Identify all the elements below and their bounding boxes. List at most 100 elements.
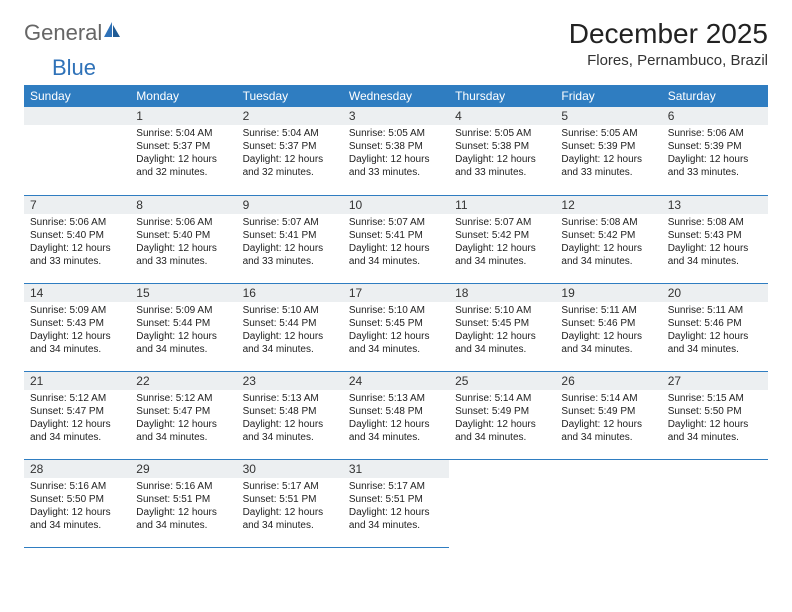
calendar-cell: 30Sunrise: 5:17 AMSunset: 5:51 PMDayligh…: [237, 459, 343, 547]
day-data: Sunrise: 5:05 AMSunset: 5:38 PMDaylight:…: [343, 125, 449, 183]
day-number: 30: [237, 460, 343, 478]
weekday-header: Thursday: [449, 85, 555, 107]
calendar-cell: 20Sunrise: 5:11 AMSunset: 5:46 PMDayligh…: [662, 283, 768, 371]
day-data: Sunrise: 5:06 AMSunset: 5:40 PMDaylight:…: [130, 214, 236, 272]
weekday-header: Friday: [555, 85, 661, 107]
calendar-cell: 28Sunrise: 5:16 AMSunset: 5:50 PMDayligh…: [24, 459, 130, 547]
day-data: Sunrise: 5:07 AMSunset: 5:42 PMDaylight:…: [449, 214, 555, 272]
calendar-cell: 7Sunrise: 5:06 AMSunset: 5:40 PMDaylight…: [24, 195, 130, 283]
day-data: Sunrise: 5:11 AMSunset: 5:46 PMDaylight:…: [555, 302, 661, 360]
day-number: 6: [662, 107, 768, 125]
day-data: Sunrise: 5:10 AMSunset: 5:45 PMDaylight:…: [449, 302, 555, 360]
day-number: 25: [449, 372, 555, 390]
day-data: Sunrise: 5:16 AMSunset: 5:51 PMDaylight:…: [130, 478, 236, 536]
calendar-cell: [662, 459, 768, 547]
calendar-cell: 6Sunrise: 5:06 AMSunset: 5:39 PMDaylight…: [662, 107, 768, 195]
day-number: 22: [130, 372, 236, 390]
weekday-header: Sunday: [24, 85, 130, 107]
day-data: Sunrise: 5:17 AMSunset: 5:51 PMDaylight:…: [237, 478, 343, 536]
day-data: Sunrise: 5:08 AMSunset: 5:42 PMDaylight:…: [555, 214, 661, 272]
day-data: Sunrise: 5:17 AMSunset: 5:51 PMDaylight:…: [343, 478, 449, 536]
calendar-cell: 11Sunrise: 5:07 AMSunset: 5:42 PMDayligh…: [449, 195, 555, 283]
logo-text-general: General: [24, 20, 102, 46]
day-data: Sunrise: 5:07 AMSunset: 5:41 PMDaylight:…: [237, 214, 343, 272]
calendar-cell: 29Sunrise: 5:16 AMSunset: 5:51 PMDayligh…: [130, 459, 236, 547]
day-number: 15: [130, 284, 236, 302]
day-data: Sunrise: 5:09 AMSunset: 5:44 PMDaylight:…: [130, 302, 236, 360]
day-number: 2: [237, 107, 343, 125]
calendar-cell: 24Sunrise: 5:13 AMSunset: 5:48 PMDayligh…: [343, 371, 449, 459]
day-number: 13: [662, 196, 768, 214]
day-number: 26: [555, 372, 661, 390]
calendar-cell: 1Sunrise: 5:04 AMSunset: 5:37 PMDaylight…: [130, 107, 236, 195]
calendar-row: 1Sunrise: 5:04 AMSunset: 5:37 PMDaylight…: [24, 107, 768, 195]
day-number: 27: [662, 372, 768, 390]
weekday-header-row: SundayMondayTuesdayWednesdayThursdayFrid…: [24, 85, 768, 107]
calendar-cell: 8Sunrise: 5:06 AMSunset: 5:40 PMDaylight…: [130, 195, 236, 283]
day-number: 14: [24, 284, 130, 302]
day-number: 18: [449, 284, 555, 302]
day-number: 1: [130, 107, 236, 125]
day-number: 8: [130, 196, 236, 214]
day-data: Sunrise: 5:14 AMSunset: 5:49 PMDaylight:…: [555, 390, 661, 448]
logo-text-blue: Blue: [52, 55, 96, 80]
day-number: 7: [24, 196, 130, 214]
calendar-cell: 10Sunrise: 5:07 AMSunset: 5:41 PMDayligh…: [343, 195, 449, 283]
day-number: 10: [343, 196, 449, 214]
calendar-cell: 27Sunrise: 5:15 AMSunset: 5:50 PMDayligh…: [662, 371, 768, 459]
calendar-row: 28Sunrise: 5:16 AMSunset: 5:50 PMDayligh…: [24, 459, 768, 547]
calendar-cell: 31Sunrise: 5:17 AMSunset: 5:51 PMDayligh…: [343, 459, 449, 547]
calendar-cell: 4Sunrise: 5:05 AMSunset: 5:38 PMDaylight…: [449, 107, 555, 195]
month-title: December 2025: [569, 18, 768, 50]
calendar-row: 14Sunrise: 5:09 AMSunset: 5:43 PMDayligh…: [24, 283, 768, 371]
day-number: 28: [24, 460, 130, 478]
day-data: Sunrise: 5:05 AMSunset: 5:39 PMDaylight:…: [555, 125, 661, 183]
calendar-cell: [24, 107, 130, 195]
calendar-cell: 19Sunrise: 5:11 AMSunset: 5:46 PMDayligh…: [555, 283, 661, 371]
weekday-header: Tuesday: [237, 85, 343, 107]
day-number: 23: [237, 372, 343, 390]
day-number: 11: [449, 196, 555, 214]
calendar-cell: 12Sunrise: 5:08 AMSunset: 5:42 PMDayligh…: [555, 195, 661, 283]
logo: General: [24, 20, 124, 46]
day-data: Sunrise: 5:04 AMSunset: 5:37 PMDaylight:…: [130, 125, 236, 183]
calendar-row: 7Sunrise: 5:06 AMSunset: 5:40 PMDaylight…: [24, 195, 768, 283]
day-data: Sunrise: 5:11 AMSunset: 5:46 PMDaylight:…: [662, 302, 768, 360]
calendar-cell: 23Sunrise: 5:13 AMSunset: 5:48 PMDayligh…: [237, 371, 343, 459]
calendar-cell: 5Sunrise: 5:05 AMSunset: 5:39 PMDaylight…: [555, 107, 661, 195]
day-number: 9: [237, 196, 343, 214]
day-data: Sunrise: 5:06 AMSunset: 5:39 PMDaylight:…: [662, 125, 768, 183]
day-data: Sunrise: 5:16 AMSunset: 5:50 PMDaylight:…: [24, 478, 130, 536]
calendar-cell: [449, 459, 555, 547]
calendar-cell: 17Sunrise: 5:10 AMSunset: 5:45 PMDayligh…: [343, 283, 449, 371]
calendar-cell: 13Sunrise: 5:08 AMSunset: 5:43 PMDayligh…: [662, 195, 768, 283]
day-number: 24: [343, 372, 449, 390]
day-data: Sunrise: 5:12 AMSunset: 5:47 PMDaylight:…: [24, 390, 130, 448]
calendar-cell: 9Sunrise: 5:07 AMSunset: 5:41 PMDaylight…: [237, 195, 343, 283]
calendar-cell: 21Sunrise: 5:12 AMSunset: 5:47 PMDayligh…: [24, 371, 130, 459]
day-data: Sunrise: 5:14 AMSunset: 5:49 PMDaylight:…: [449, 390, 555, 448]
calendar-body: 1Sunrise: 5:04 AMSunset: 5:37 PMDaylight…: [24, 107, 768, 547]
day-data: Sunrise: 5:06 AMSunset: 5:40 PMDaylight:…: [24, 214, 130, 272]
calendar-table: SundayMondayTuesdayWednesdayThursdayFrid…: [24, 85, 768, 548]
day-data: Sunrise: 5:13 AMSunset: 5:48 PMDaylight:…: [237, 390, 343, 448]
day-data: Sunrise: 5:10 AMSunset: 5:45 PMDaylight:…: [343, 302, 449, 360]
calendar-cell: 18Sunrise: 5:10 AMSunset: 5:45 PMDayligh…: [449, 283, 555, 371]
day-number: 20: [662, 284, 768, 302]
day-number: 29: [130, 460, 236, 478]
day-number: 21: [24, 372, 130, 390]
day-data: Sunrise: 5:07 AMSunset: 5:41 PMDaylight:…: [343, 214, 449, 272]
calendar-cell: 22Sunrise: 5:12 AMSunset: 5:47 PMDayligh…: [130, 371, 236, 459]
day-data: Sunrise: 5:13 AMSunset: 5:48 PMDaylight:…: [343, 390, 449, 448]
day-data: Sunrise: 5:05 AMSunset: 5:38 PMDaylight:…: [449, 125, 555, 183]
calendar-row: 21Sunrise: 5:12 AMSunset: 5:47 PMDayligh…: [24, 371, 768, 459]
day-number: 19: [555, 284, 661, 302]
calendar-cell: 14Sunrise: 5:09 AMSunset: 5:43 PMDayligh…: [24, 283, 130, 371]
day-data: Sunrise: 5:15 AMSunset: 5:50 PMDaylight:…: [662, 390, 768, 448]
day-number: 4: [449, 107, 555, 125]
day-data: Sunrise: 5:10 AMSunset: 5:44 PMDaylight:…: [237, 302, 343, 360]
calendar-cell: 15Sunrise: 5:09 AMSunset: 5:44 PMDayligh…: [130, 283, 236, 371]
day-data: Sunrise: 5:08 AMSunset: 5:43 PMDaylight:…: [662, 214, 768, 272]
day-number: 3: [343, 107, 449, 125]
day-data: Sunrise: 5:09 AMSunset: 5:43 PMDaylight:…: [24, 302, 130, 360]
